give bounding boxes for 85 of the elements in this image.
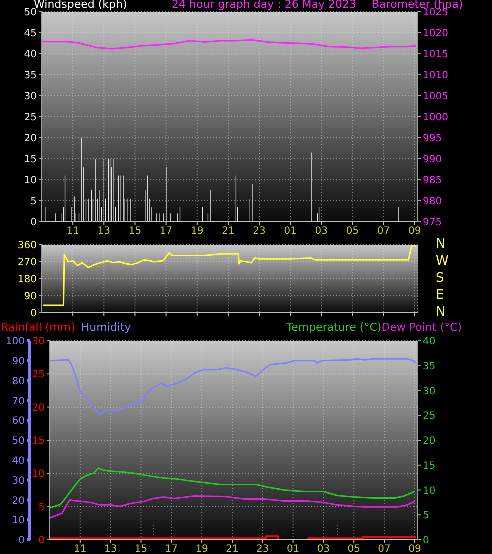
y2-tick-label: 995 xyxy=(423,134,442,145)
text: W xyxy=(436,254,449,270)
y-tick-label: 10 xyxy=(32,469,45,480)
y2-tick-label: 1020 xyxy=(423,28,448,40)
y2-tick-label: 985 xyxy=(423,176,442,187)
text: Rainfall (mm) xyxy=(1,321,76,334)
line-series xyxy=(50,468,416,509)
text: Humidity xyxy=(81,321,132,334)
x-tick-label: 19 xyxy=(196,544,208,554)
y2-tick-label: 40 xyxy=(423,336,436,348)
x-tick-label: 13 xyxy=(98,226,111,238)
y-tick-label: 25 xyxy=(32,370,45,381)
y-tick-label: 20 xyxy=(24,134,37,145)
y2-tick-label: 10 xyxy=(423,486,436,497)
x-tick-label: 09 xyxy=(408,544,422,554)
y2-tick-label: 20 xyxy=(423,436,436,448)
y2-tick-label: 5 xyxy=(423,510,430,522)
y-tick-label: 5 xyxy=(30,196,37,208)
x-tick-label: 21 xyxy=(226,544,239,554)
x-tick-label: 05 xyxy=(346,226,360,238)
y-tick-label: 25 xyxy=(24,112,37,124)
text: E xyxy=(436,288,444,304)
y2-tick-label: 25 xyxy=(423,411,436,422)
y2-tick-label: 980 xyxy=(423,196,442,208)
y3-tick-label: 70 xyxy=(12,396,25,408)
x-tick-label: 01 xyxy=(284,226,297,238)
x-tick-label: 07 xyxy=(378,544,391,554)
y2-tick-label: 1015 xyxy=(423,50,448,61)
y-tick-label: 270 xyxy=(18,258,37,269)
x-tick-label: 23 xyxy=(256,544,270,554)
line-series xyxy=(50,358,416,415)
x-tick-label: 01 xyxy=(286,544,300,554)
y2-tick-label: 1010 xyxy=(423,70,448,82)
y-tick-label: 40 xyxy=(24,50,37,61)
x-tick-label: 11 xyxy=(74,544,87,554)
y-tick-label: 0 xyxy=(30,308,37,320)
x-tick-label: 23 xyxy=(253,226,266,238)
chart-title: 24 hour graph day : 26 May 2023 xyxy=(172,0,357,11)
x-tick-label: 15 xyxy=(128,226,142,238)
x-tick-label: 17 xyxy=(160,226,173,238)
y3-tick-label: 80 xyxy=(12,376,25,388)
x-tick-label: 05 xyxy=(348,544,360,554)
y2-tick-label: 990 xyxy=(423,154,442,166)
y-axis-title: Windspeed (kph) xyxy=(34,0,128,11)
y2-tick-label: 35 xyxy=(423,361,436,372)
text: Dew Point (°C) xyxy=(382,321,462,334)
text: S xyxy=(436,271,444,287)
y-tick-label: 20 xyxy=(32,402,45,414)
x-tick-label: 19 xyxy=(191,226,204,238)
x-tick-label: 03 xyxy=(317,544,330,554)
text: Temperature (°C) xyxy=(286,321,382,334)
text: N xyxy=(436,237,446,253)
y-tick-label: 10 xyxy=(24,176,37,187)
y3-tick-label: 100 xyxy=(6,336,25,348)
line-series xyxy=(50,495,416,519)
x-tick-label: 09 xyxy=(408,226,422,238)
x-tick-label: 17 xyxy=(165,544,178,554)
y-tick-label: 30 xyxy=(24,92,37,103)
y-tick-label: 45 xyxy=(24,28,37,40)
y-tick-label: 0 xyxy=(30,218,37,229)
x-tick-label: 13 xyxy=(104,544,118,554)
x-tick-label: 21 xyxy=(222,226,235,238)
y-tick-label: 180 xyxy=(18,274,37,286)
y-tick-label: 0 xyxy=(38,536,45,547)
y-tick-label: 5 xyxy=(38,502,45,514)
y3-tick-label: 60 xyxy=(12,416,25,428)
y2-tick-label: 0 xyxy=(423,536,430,547)
x-tick-label: 03 xyxy=(315,226,328,238)
x-tick-label: 15 xyxy=(134,544,148,554)
x-tick-label: 07 xyxy=(377,226,390,238)
y-tick-label: 360 xyxy=(18,240,37,252)
y2-tick-label: 15 xyxy=(423,460,436,472)
y2-tick-label: 30 xyxy=(423,386,436,398)
y-tick-label: 50 xyxy=(24,8,37,19)
y-tick-label: 90 xyxy=(24,292,37,303)
y-tick-label: 30 xyxy=(32,336,45,348)
y2-tick-label: 975 xyxy=(423,218,442,229)
y2-tick-label: 1000 xyxy=(423,112,448,124)
y-tick-label: 15 xyxy=(24,154,37,166)
y-tick-label: 35 xyxy=(24,70,37,82)
y2-tick-label: 1005 xyxy=(423,92,448,103)
x-tick-label: 11 xyxy=(66,226,80,238)
line-series xyxy=(42,39,418,50)
y-tick-label: 15 xyxy=(32,436,45,448)
text: N xyxy=(436,305,446,321)
